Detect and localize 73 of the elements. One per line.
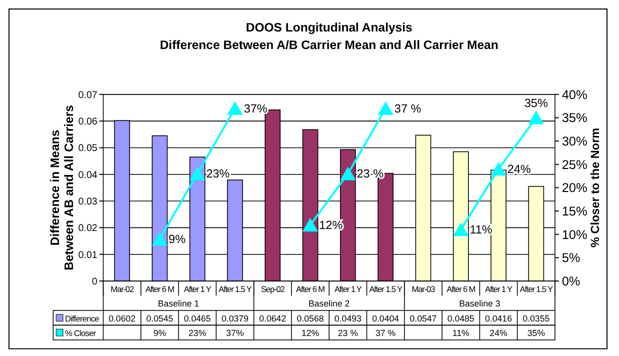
- x-tick-label: After 1.5 Y: [218, 284, 252, 294]
- x-tick-label: After 6 M: [145, 284, 175, 294]
- x-tick-label: After 1.5 Y: [520, 284, 554, 294]
- x-tick-label: After 1 Y: [184, 284, 212, 294]
- data-label: 0.0465: [184, 313, 211, 324]
- legend-label: % Closer: [64, 328, 96, 338]
- data-label: 12%: [301, 328, 320, 338]
- x-tick-label: After 1 Y: [334, 284, 362, 294]
- data-label: 0.0602: [108, 313, 136, 324]
- x-tick-label: After 1.5 Y: [369, 284, 403, 294]
- text: 35%: [524, 96, 548, 110]
- x-tick-label: Mar-02: [110, 284, 134, 294]
- x-tick-label: After 6 M: [446, 284, 476, 294]
- point: [528, 110, 544, 124]
- text: 37%: [244, 102, 268, 116]
- data-label: 0.0379: [221, 313, 249, 324]
- text: 37 %: [394, 102, 422, 116]
- data-label: 23 %: [338, 328, 358, 338]
- y2-tick-label: 15%: [562, 203, 588, 218]
- x-tick-label: Sep-02: [260, 284, 286, 294]
- y2-tick-label: 30%: [562, 133, 588, 148]
- data-label: 0.0416: [485, 313, 512, 324]
- y-tick-label: 0.03: [78, 196, 98, 208]
- y-tick-label: 0.07: [78, 90, 98, 101]
- point: [378, 101, 394, 115]
- data-label: 24%: [490, 328, 508, 338]
- chart-title: DOOS Longitudinal Analysis: [246, 20, 413, 35]
- text: 9%: [168, 232, 186, 246]
- data-label: 0.0404: [372, 313, 400, 324]
- text: Baseline 2: [308, 298, 350, 309]
- data-label: 23%: [188, 328, 206, 338]
- data-label: 35%: [527, 328, 546, 338]
- point: [340, 166, 356, 180]
- y2-tick-label: 40%: [562, 86, 588, 102]
- y2-tick-label: 25%: [562, 156, 588, 172]
- y-tick-label: 0.06: [78, 116, 98, 128]
- data-label: 11%: [452, 328, 470, 338]
- data-label: 0.0485: [447, 313, 474, 324]
- text: Baseline 1: [158, 298, 200, 309]
- data-label: 0.0547: [410, 313, 437, 324]
- y-axis-title: Difference in Means Between AB and All Carriers: [48, 104, 76, 270]
- y2-tick-label: 10%: [562, 226, 588, 242]
- y-tick-label: 0.05: [78, 143, 98, 154]
- data-label: 0.0642: [259, 313, 286, 324]
- y-tick-label: 0: [92, 276, 98, 288]
- data-label: 0.0493: [334, 313, 362, 324]
- legend-label: Difference: [64, 313, 100, 324]
- y-tick-label: 0.02: [78, 223, 98, 234]
- data-label: 0.0568: [296, 313, 324, 324]
- y2-tick-label: 0%: [562, 273, 580, 288]
- point: [302, 218, 318, 232]
- data-label: 37 %: [376, 328, 396, 338]
- point: [453, 222, 469, 236]
- y2-tick-label: 5%: [562, 250, 580, 266]
- point: [152, 232, 168, 246]
- data-label: 37%: [226, 328, 244, 338]
- text: 24%: [507, 162, 531, 176]
- y-tick-label: 0.04: [78, 170, 98, 181]
- y2-axis-title: % Closer to the Norm: [589, 128, 602, 248]
- point: [227, 101, 243, 115]
- y2-tick-label: 35%: [562, 110, 588, 126]
- x-tick-label: Mar-03: [412, 284, 436, 294]
- point: [490, 162, 506, 176]
- x-tick-label: After 1 Y: [485, 284, 514, 294]
- point: [190, 166, 206, 180]
- data-label: 9%: [153, 328, 166, 338]
- chart-subtitle: Difference Between A/B Carrier Mean and All Carrier Mean: [160, 38, 498, 52]
- data-label: 0.0355: [522, 313, 550, 324]
- data-label: 0.0545: [146, 313, 174, 324]
- text: Baseline 3: [459, 298, 500, 309]
- y-tick-label: 0.01: [78, 250, 98, 261]
- y2-tick-label: 20%: [562, 180, 588, 196]
- x-tick-label: After 6 M: [296, 284, 326, 294]
